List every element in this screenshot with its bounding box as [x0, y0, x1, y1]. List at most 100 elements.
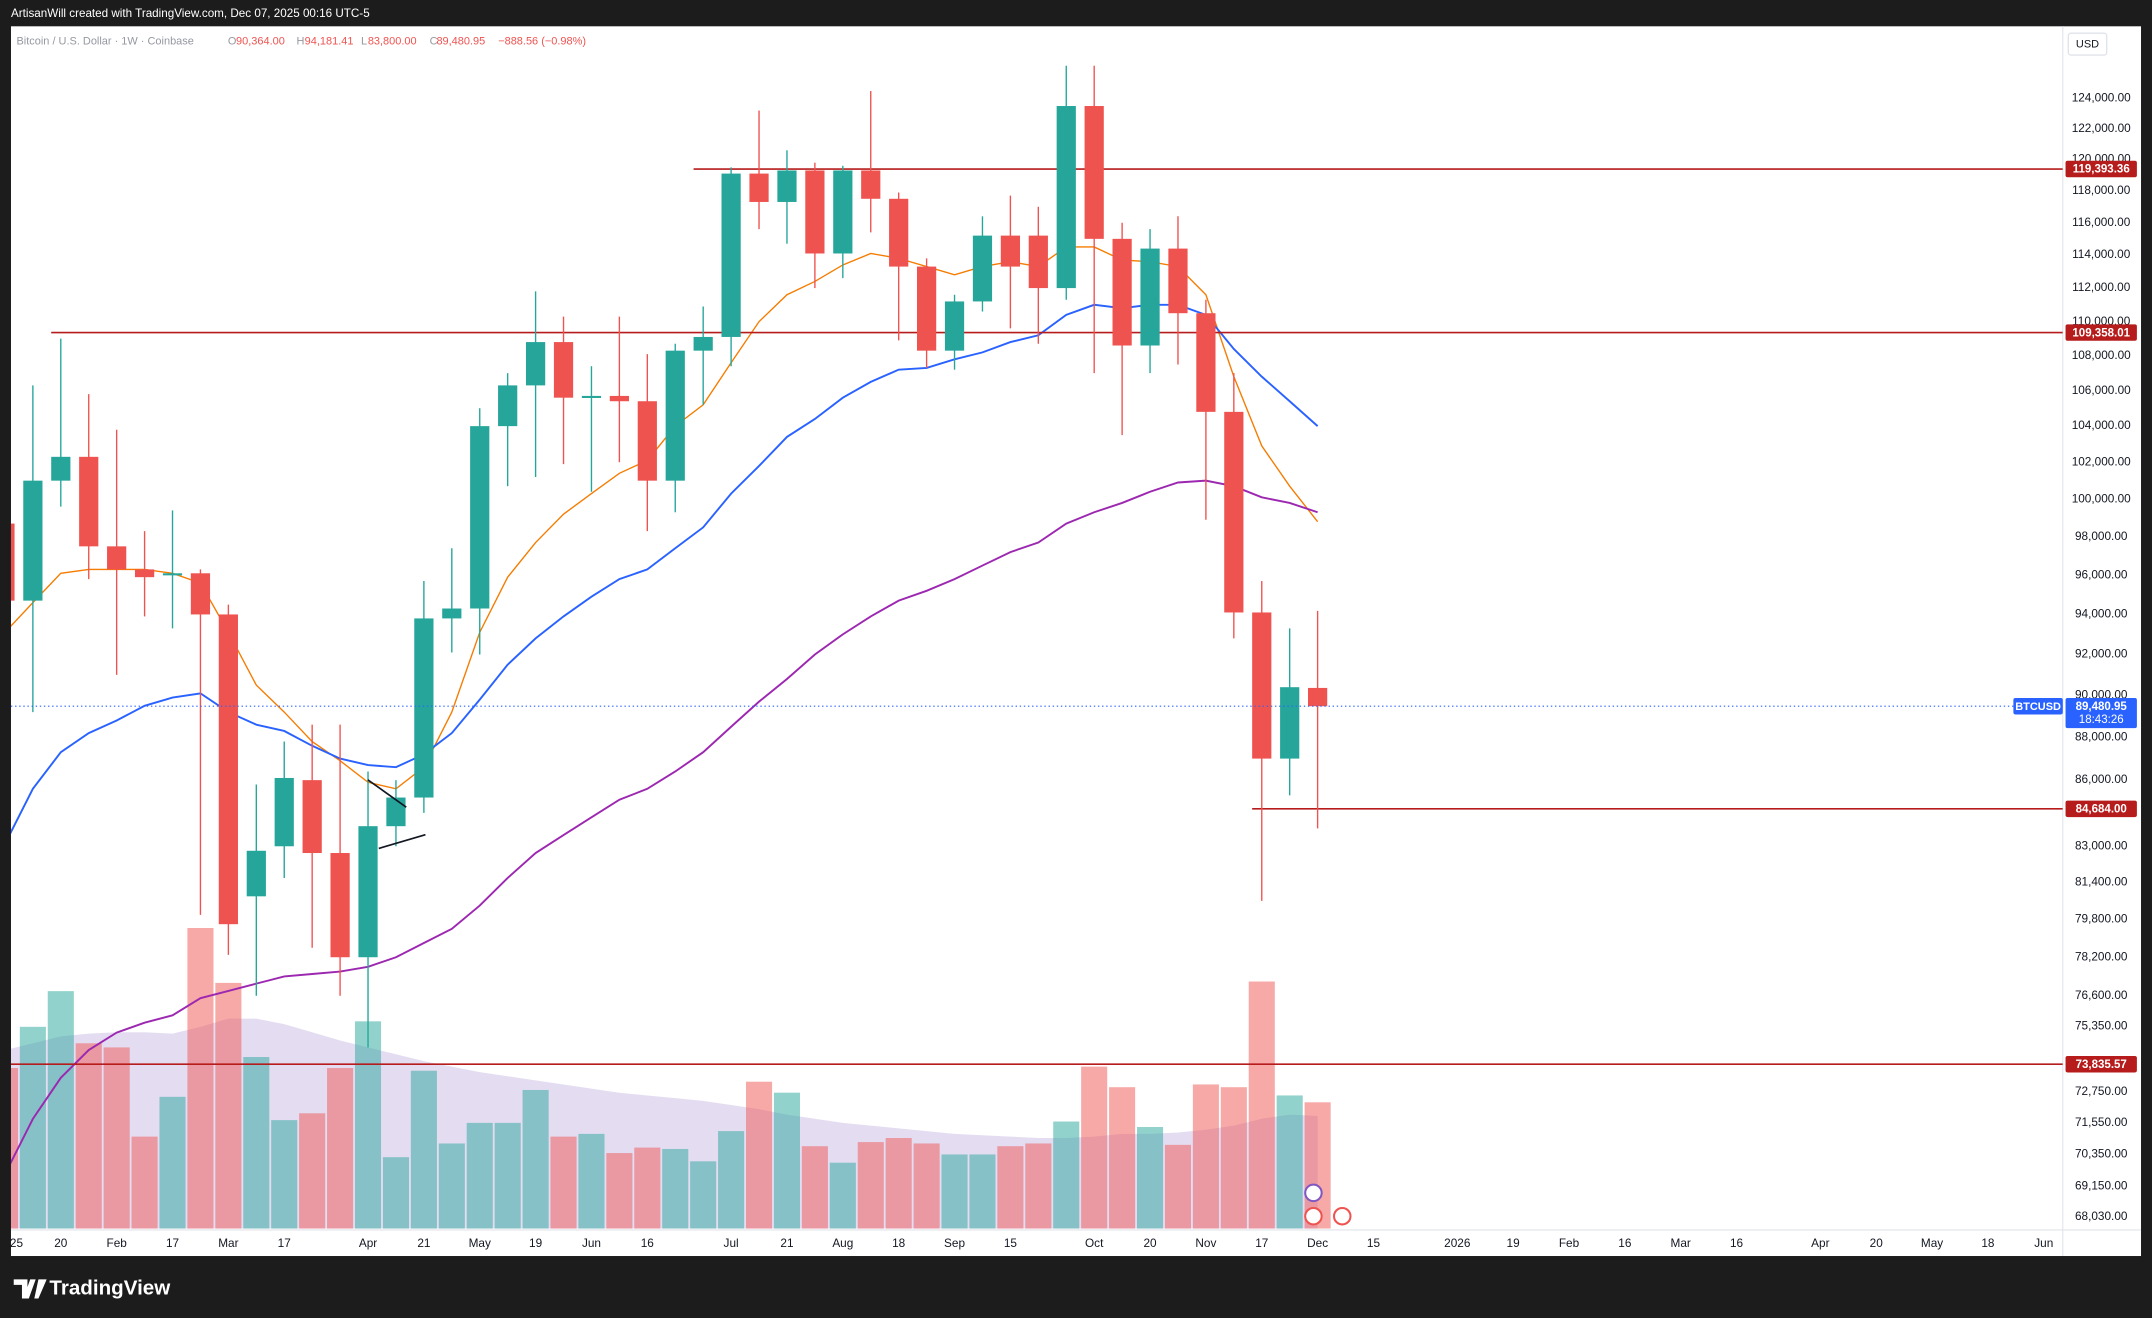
last-price-name-box — [2013, 697, 2063, 715]
volume-bar — [1081, 1066, 1108, 1229]
volume-bar — [1304, 1102, 1331, 1229]
y-tick-label: 116,000.00 — [2072, 215, 2131, 229]
y-tick-label: 94,000.00 — [2075, 607, 2128, 621]
y-tick-label: 124,000.00 — [2072, 91, 2131, 105]
volume-bar — [47, 991, 74, 1229]
y-tick-label: 114,000.00 — [2072, 247, 2131, 261]
y-tick-label: 104,000.00 — [2072, 418, 2131, 432]
volume-bar — [885, 1137, 912, 1229]
volume-bar — [1109, 1087, 1136, 1229]
x-tick-label: 19 — [1507, 1236, 1520, 1250]
x-tick-label: Oct — [1085, 1236, 1104, 1250]
legend-close: 89,480.95 — [436, 35, 485, 47]
volume-bar — [131, 1136, 158, 1229]
x-tick-label: 19 — [529, 1236, 542, 1250]
y-tick-label: 112,000.00 — [2072, 280, 2131, 294]
candle-body — [805, 170, 825, 254]
currency-box[interactable] — [2067, 32, 2108, 56]
volume-bar — [969, 1154, 996, 1229]
candle-body — [1140, 248, 1160, 346]
volume-bar — [215, 982, 242, 1229]
x-tick-label: 15 — [1367, 1236, 1381, 1250]
candle-body — [944, 301, 965, 351]
axes: 124,000.00122,000.00120,000.00118,000.00… — [10, 91, 2137, 1250]
volume-bar — [578, 1133, 605, 1229]
candle-body — [302, 780, 322, 854]
legend-high-label: H — [296, 35, 304, 47]
legend-low-label: L — [361, 35, 367, 47]
x-tick-label: 21 — [780, 1236, 793, 1250]
x-tick-label: Feb — [1559, 1236, 1580, 1250]
candle-body — [218, 614, 238, 925]
x-tick-label: Nov — [1195, 1236, 1216, 1250]
volume-bar — [271, 1120, 298, 1229]
x-tick-label: 16 — [1730, 1236, 1744, 1250]
x-tick-label: Dec — [1307, 1236, 1328, 1250]
candle-body — [1168, 248, 1188, 314]
legend: Bitcoin / U.S. Dollar · 1W · Coinbase O … — [16, 35, 586, 47]
plot — [10, 65, 2063, 1229]
candle-body — [889, 198, 909, 267]
candle-body — [470, 426, 490, 609]
volume-bar — [913, 1143, 940, 1229]
last-price-box — [2065, 697, 2137, 729]
x-tick-label: 15 — [1004, 1236, 1018, 1250]
x-tick-label: 21 — [417, 1236, 430, 1250]
candle-body — [1056, 106, 1076, 289]
legend-close-label: C — [430, 35, 438, 47]
brand-name: TradingView — [49, 1276, 171, 1299]
candle-body — [553, 342, 574, 398]
volume-bar — [1248, 981, 1275, 1229]
currency-label[interactable]: USD — [2076, 39, 2099, 51]
candle-body — [190, 573, 211, 615]
x-tick-label: 17 — [1255, 1236, 1268, 1250]
x-tick-label: Aug — [832, 1236, 853, 1250]
y-tick-label: 83,000.00 — [2075, 838, 2128, 852]
volume-bar — [634, 1147, 661, 1229]
volume-bar — [187, 928, 214, 1229]
level-label-box — [2065, 1055, 2137, 1073]
x-tick-label: 16 — [1618, 1236, 1632, 1250]
candle-body — [861, 170, 881, 199]
candle-body — [833, 170, 853, 254]
volume-bar — [662, 1148, 689, 1229]
level-label: 84,684.00 — [2076, 804, 2127, 816]
candle-body — [1224, 411, 1244, 613]
volume-bar — [745, 1081, 773, 1229]
last-price-name: BTCUSD — [2015, 701, 2061, 713]
level-label: 109,358.01 — [2072, 327, 2130, 339]
x-tick-label: Sep — [944, 1236, 965, 1250]
x-tick-label: Mar — [218, 1236, 238, 1250]
candle-body — [749, 173, 769, 202]
candle-body — [246, 850, 266, 897]
candle-body — [1252, 612, 1272, 759]
volume-bar — [801, 1146, 828, 1229]
currency-button[interactable]: USD — [2067, 32, 2108, 56]
volume-bar — [243, 1057, 270, 1229]
trend-line — [378, 833, 426, 850]
x-tick-label: Apr — [359, 1236, 377, 1250]
candle-body — [637, 401, 657, 481]
volume-bar — [773, 1092, 801, 1229]
volume-bar — [1053, 1121, 1080, 1229]
event-icon[interactable] — [1304, 1183, 1323, 1203]
volume-bar — [857, 1142, 884, 1229]
event-icon[interactable] — [1304, 1206, 1323, 1226]
legend-change: −888.56 (−0.98%) — [498, 35, 586, 47]
volume-bar — [327, 1067, 354, 1229]
volume-bar — [829, 1162, 856, 1229]
last-price-countdown: 18:43:26 — [2079, 714, 2124, 726]
volume-bar — [690, 1161, 717, 1229]
candle-body — [581, 395, 602, 398]
candle-body — [1308, 687, 1328, 707]
candle-body — [1084, 106, 1104, 239]
candle-body — [79, 456, 99, 547]
candle-body — [134, 569, 155, 578]
candle-body — [442, 608, 462, 619]
candle-body — [1280, 687, 1300, 759]
volume-bar — [1164, 1144, 1192, 1229]
event-icon[interactable] — [1332, 1206, 1352, 1226]
candle-body — [665, 350, 685, 481]
volume-bar — [299, 1113, 326, 1229]
